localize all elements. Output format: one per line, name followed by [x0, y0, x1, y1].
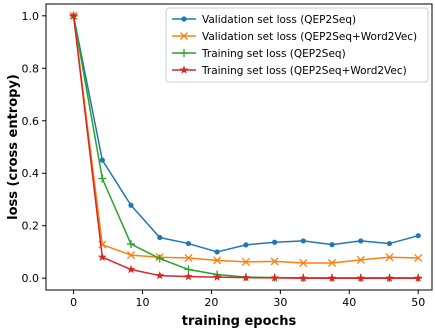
data-point-s4-1 — [69, 11, 78, 20]
data-point-s1-10 — [329, 242, 335, 248]
legend-label: Validation set loss (QEP2Seq+Word2Vec) — [202, 31, 417, 43]
y-tick-label: 0.2 — [22, 220, 40, 233]
data-point-s3-2 — [98, 174, 107, 183]
y-tick-label: 0.6 — [22, 115, 40, 128]
data-point-s1-8 — [272, 239, 278, 245]
data-point-s2-9 — [299, 258, 308, 268]
x-tick-label: 30 — [273, 296, 287, 309]
data-point-s2-10 — [327, 258, 337, 268]
x-axis-title: training epochs — [182, 314, 297, 329]
data-point-s2-5 — [184, 253, 193, 263]
data-point-s2-3 — [126, 251, 136, 260]
x-tick-label: 0 — [70, 296, 77, 309]
data-point-s4-9 — [298, 273, 308, 282]
legend-marker — [179, 31, 189, 41]
data-point-s4-2 — [97, 252, 107, 261]
data-point-s4-7 — [241, 273, 251, 282]
data-point-s2-8 — [270, 257, 279, 266]
data-point-s2-12 — [385, 253, 394, 262]
data-point-s4-10 — [327, 273, 337, 282]
legend-box — [165, 7, 429, 83]
y-tick-label: 0.0 — [22, 272, 40, 285]
data-point-s4-3 — [126, 264, 136, 274]
data-point-s2-13 — [414, 253, 423, 263]
x-tick-label: 20 — [204, 296, 218, 309]
plot-frame — [45, 3, 433, 291]
legend-item-2: Validation set loss (QEP2Seq+Word2Vec) — [172, 31, 417, 43]
data-point-s1-3 — [128, 202, 134, 208]
data-point-s1-4 — [157, 234, 163, 241]
data-point-s2-7 — [241, 257, 250, 266]
data-point-s1-5 — [185, 240, 192, 247]
y-tick-label: 1.0 — [22, 10, 40, 23]
legend-marker — [179, 65, 189, 74]
data-point-s4-13 — [413, 273, 423, 282]
x-tick-label: 50 — [411, 296, 425, 309]
y-axis-title: loss (cross entropy) — [6, 74, 21, 220]
data-point-s4-12 — [385, 273, 394, 282]
legend-label: Training set loss (QEP2Seq) — [201, 48, 346, 60]
legend-item-1: Validation set loss (QEP2Seq) — [172, 14, 356, 26]
data-point-s1-6 — [214, 249, 220, 255]
legend-label: Training set loss (QEP2Seq+Word2Vec) — [201, 65, 407, 77]
legend-label: Validation set loss (QEP2Seq) — [202, 14, 356, 26]
legend-item-3: Training set loss (QEP2Seq) — [172, 48, 346, 60]
data-point-s1-13 — [415, 233, 421, 239]
data-point-s1-12 — [386, 240, 393, 247]
data-point-s4-11 — [356, 273, 366, 282]
series-layer — [69, 11, 423, 282]
legend-marker — [180, 49, 188, 57]
data-point-s1-2 — [99, 157, 105, 163]
y-tick-label: 0.8 — [22, 62, 40, 75]
data-point-s1-9 — [300, 238, 306, 244]
data-point-s2-11 — [356, 255, 365, 264]
data-point-s1-7 — [243, 242, 249, 248]
data-point-s3-4 — [155, 254, 164, 263]
x-tick-label: 40 — [342, 296, 356, 309]
data-point-s2-6 — [213, 256, 222, 265]
ticks-layer: 0 10 20 30 40 50 0.0 0.2 0.4 0.6 0.8 1.0 — [22, 10, 426, 309]
data-point-s4-8 — [270, 273, 280, 282]
legend-item-4: Training set loss (QEP2Seq+Word2Vec) — [172, 65, 407, 77]
data-point-s3-3 — [126, 240, 135, 249]
legend-marker — [181, 16, 187, 22]
y-tick-label: 0.4 — [22, 167, 40, 180]
data-point-s1-11 — [358, 238, 364, 244]
data-point-s4-4 — [155, 270, 165, 280]
data-point-s4-6 — [212, 272, 222, 281]
data-point-s4-5 — [184, 272, 193, 281]
x-tick-label: 10 — [136, 296, 150, 309]
legend: Validation set loss (QEP2Seq) Validation … — [165, 7, 429, 83]
